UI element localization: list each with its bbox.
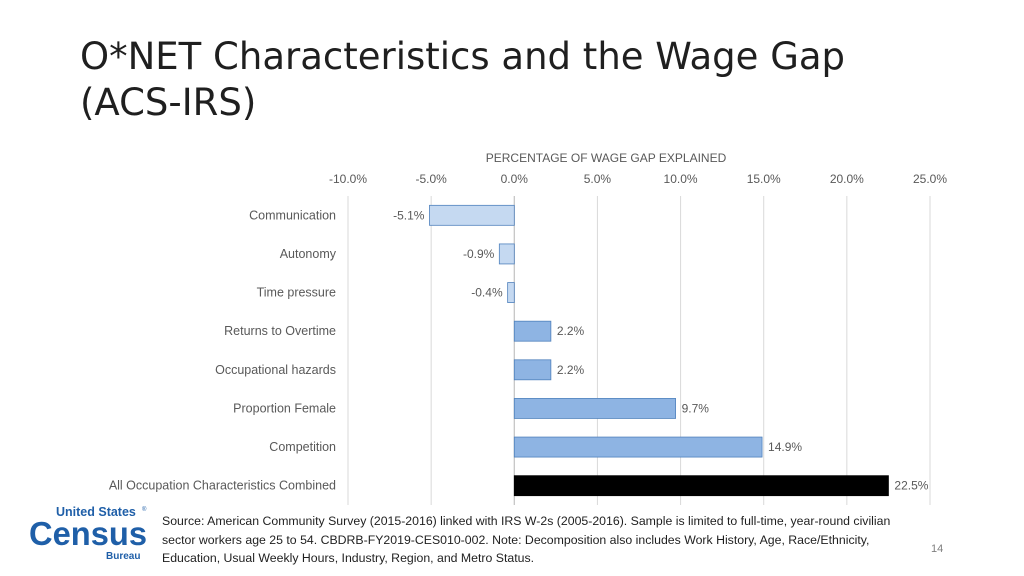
x-tick-label: 15.0% <box>747 172 781 186</box>
axis-title: PERCENTAGE OF WAGE GAP EXPLAINED <box>486 151 727 165</box>
category-label: Competition <box>269 440 336 454</box>
bar <box>513 320 552 342</box>
slide-title: O*NET Characteristics and the Wage Gap (… <box>80 34 980 126</box>
data-label: -0.4% <box>471 286 503 300</box>
x-tick-label: 10.0% <box>664 172 698 186</box>
data-label: 14.9% <box>768 440 802 454</box>
bar <box>429 204 515 226</box>
data-label: 22.5% <box>894 479 928 493</box>
x-tick-label: 25.0% <box>913 172 947 186</box>
x-axis: -10.0% -5.0% 0.0% 5.0% 10.0% 15.0% 20.0% 25.0% <box>329 172 947 186</box>
x-tick-label: -5.0% <box>415 172 447 186</box>
category-label: Proportion Female <box>233 401 336 415</box>
x-tick-label: 20.0% <box>830 172 864 186</box>
bar <box>498 243 515 265</box>
data-label: 2.2% <box>557 363 585 377</box>
data-labels: -5.1% -0.9% -0.4% 2.2% 2.2% 9.7% 14.9% 22.5% <box>393 208 929 492</box>
logo-census: Census <box>29 515 147 552</box>
category-label: Time pressure <box>257 286 336 300</box>
slide-title-line1: O*NET Characteristics and the Wage Gap <box>80 35 846 78</box>
data-label: -5.1% <box>393 208 425 222</box>
gridlines <box>347 196 931 505</box>
data-label: 9.7% <box>682 401 710 415</box>
bar <box>507 282 515 303</box>
data-label: -0.9% <box>463 247 495 261</box>
page-number: 14 <box>931 543 944 555</box>
category-labels: Communication Autonomy Time pressure Return… <box>109 208 337 492</box>
category-label: Autonomy <box>280 247 337 261</box>
slide-title-line2: (ACS-IRS) <box>80 81 257 124</box>
category-label: All Occupation Characteristics Combined <box>109 479 336 493</box>
bars <box>429 204 889 497</box>
bar <box>513 436 763 458</box>
source-note: Source: American Community Survey (2015-… <box>162 514 891 565</box>
x-tick-label: 5.0% <box>584 172 612 186</box>
data-label: 2.2% <box>557 324 585 338</box>
logo-registered-mark: ® <box>142 506 147 513</box>
x-tick-label: 0.0% <box>501 172 529 186</box>
bar <box>513 475 889 497</box>
wage-gap-bar-chart: PERCENTAGE OF WAGE GAP EXPLAINED -10.0% -… <box>109 151 947 505</box>
bar <box>513 359 552 381</box>
category-label: Returns to Overtime <box>224 324 336 338</box>
x-tick-label: -10.0% <box>329 172 367 186</box>
logo-united-states: United States <box>56 505 136 519</box>
category-label: Communication <box>249 208 336 222</box>
logo-bureau: Bureau <box>106 551 140 562</box>
census-bureau-logo: United States ® Census Bureau <box>29 505 147 562</box>
category-label: Occupational hazards <box>215 363 336 377</box>
bar <box>513 398 676 419</box>
